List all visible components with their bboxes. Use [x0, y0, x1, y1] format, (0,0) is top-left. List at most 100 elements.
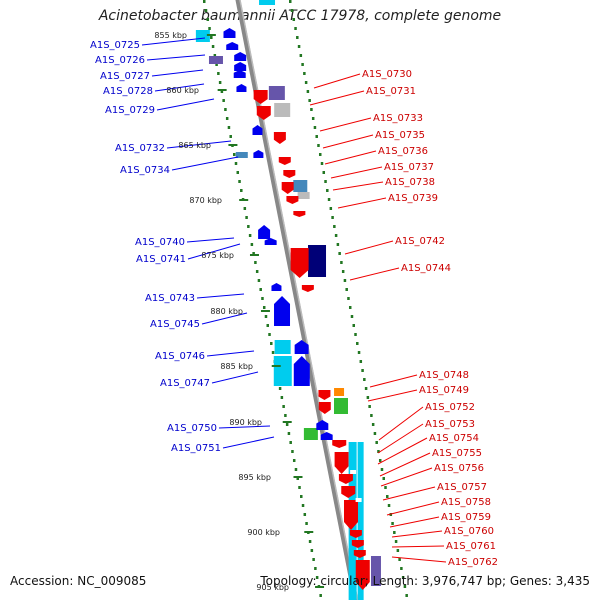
left-track-dot	[261, 297, 264, 300]
left-track-dot	[292, 459, 296, 462]
left-gene-label: A1S_0743	[145, 293, 195, 304]
label-connectors	[141, 37, 447, 563]
gene-mark	[355, 560, 370, 590]
right-track-dot	[326, 189, 329, 192]
left-track-dot	[211, 45, 215, 48]
left-track-dot	[215, 63, 218, 66]
left-track-dot	[298, 486, 301, 489]
gene-mark	[256, 106, 271, 120]
right-track-dot	[398, 558, 401, 561]
right-track-dot	[361, 369, 364, 372]
left-track-dot	[250, 243, 254, 246]
gene-mark	[303, 428, 318, 440]
gene-mark	[273, 132, 286, 144]
right-track-dot	[313, 126, 317, 129]
left-track-dot	[271, 351, 275, 354]
gene-mark	[293, 356, 310, 386]
right-track-dot	[364, 387, 368, 390]
left-track-dot	[218, 81, 222, 84]
left-track-dot	[303, 513, 307, 516]
gene-features	[195, 0, 381, 600]
right-label-connector	[309, 90, 365, 106]
right-label-connector	[391, 556, 447, 563]
gene-mark	[293, 211, 306, 217]
right-track-dot	[327, 198, 331, 201]
left-gene-labels: A1S_0725 A1S_0726 A1S_0727 A1S_0728 A1S_0729…	[90, 40, 221, 454]
gene-mark	[293, 180, 308, 192]
left-track-dot	[206, 18, 210, 21]
left-track-dot	[308, 540, 312, 543]
left-gene-label: A1S_0746	[155, 351, 205, 362]
gene-mark	[253, 90, 268, 104]
kbp-tick-label: 875 kbp	[201, 251, 234, 260]
gene-mark	[353, 550, 366, 558]
right-track-dot	[341, 270, 345, 273]
kbp-tick-label: 885 kbp	[220, 362, 253, 371]
right-track-dot	[306, 90, 310, 93]
gene-mark	[278, 157, 291, 165]
gene-mark	[274, 103, 291, 117]
right-gene-label: A1S_0739	[388, 193, 438, 204]
left-track-dot	[204, 9, 208, 12]
right-track-dot	[356, 342, 359, 345]
gene-mark	[234, 62, 247, 71]
left-gene-label: A1S_0728	[103, 86, 153, 97]
left-track-dot	[247, 225, 250, 228]
right-track-dot	[303, 72, 306, 75]
right-track-dot	[400, 567, 403, 570]
right-label-connector	[349, 267, 400, 281]
right-track-dot	[377, 450, 380, 453]
left-track-dot	[208, 27, 211, 30]
right-gene-label: A1S_0733	[373, 113, 423, 124]
right-track-dot	[294, 27, 297, 30]
left-label-connector	[154, 83, 205, 92]
left-track-dot	[287, 432, 291, 435]
gene-mark	[268, 86, 285, 100]
left-gene-label: A1S_0725	[90, 40, 140, 51]
right-gene-label: A1S_0742	[395, 236, 445, 247]
gene-mark	[297, 192, 310, 199]
left-label-connector	[156, 98, 215, 111]
gene-mark	[274, 340, 291, 354]
left-label-connector	[222, 436, 275, 449]
right-track-dot	[348, 306, 352, 309]
left-track-dot	[262, 306, 266, 309]
left-track-dot	[232, 153, 236, 156]
right-label-connector	[332, 181, 384, 191]
gene-mark	[235, 152, 248, 158]
right-track-dot	[384, 486, 387, 489]
left-track-dot	[282, 405, 285, 408]
right-track-dot	[380, 468, 384, 471]
right-track-dot	[368, 405, 371, 408]
right-gene-label: A1S_0737	[384, 162, 434, 173]
left-track-dot	[291, 450, 294, 453]
left-track-dot	[238, 180, 241, 183]
left-gene-label: A1S_0727	[100, 71, 150, 82]
gene-mark	[234, 52, 247, 61]
gene-mark	[233, 70, 246, 78]
left-gene-label: A1S_0751	[171, 443, 221, 454]
right-label-connector	[319, 117, 372, 132]
right-track-dot	[357, 351, 361, 354]
left-track-dot	[284, 414, 287, 417]
gene-mark	[334, 452, 349, 474]
kbp-tick-label: 880 kbp	[210, 307, 243, 316]
gene-mark	[259, 0, 276, 5]
left-label-connector	[201, 312, 248, 325]
left-gene-label: A1S_0750	[167, 423, 217, 434]
left-label-connector	[171, 156, 239, 171]
kbp-tick-label: 855 kbp	[154, 31, 187, 40]
right-label-connector	[322, 134, 374, 149]
gene-mark	[252, 125, 263, 135]
left-track-dot	[278, 387, 282, 390]
kbp-tick-label: 895 kbp	[238, 473, 271, 482]
right-gene-label: A1S_0755	[432, 448, 482, 459]
right-label-connector	[377, 423, 424, 454]
right-track-dot	[363, 378, 366, 381]
right-gene-label: A1S_0753	[425, 419, 475, 430]
left-label-connector	[146, 54, 206, 61]
left-track-dot	[300, 495, 303, 498]
right-label-connector	[313, 73, 361, 89]
left-track-dot	[234, 162, 238, 165]
